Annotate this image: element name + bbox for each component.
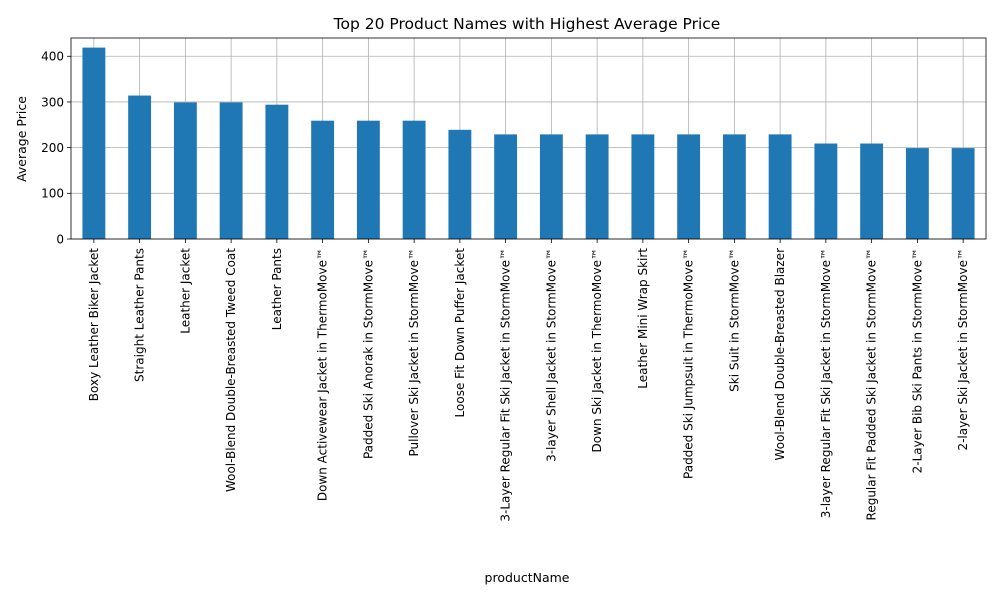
x-tick-label: Regular Fit Padded Ski Jacket in StormMo… — [865, 248, 879, 520]
bar — [768, 134, 792, 239]
x-tick-label: 3-Layer Regular Fit Ski Jacket in StormM… — [499, 248, 513, 522]
y-tick-label: 200 — [41, 141, 64, 155]
bar — [219, 102, 243, 239]
chart-title: Top 20 Product Names with Highest Averag… — [333, 15, 721, 33]
x-tick-label: 3-layer Shell Jacket in StormMove™ — [544, 248, 558, 462]
bar — [311, 120, 335, 239]
x-tick-label: Padded Ski Jumpsuit in ThermoMove™ — [682, 248, 696, 479]
bar — [677, 134, 701, 239]
bars-layer — [82, 47, 975, 240]
bar — [585, 134, 609, 239]
x-tick-label: 3-layer Regular Fit Ski Jacket in StormM… — [819, 248, 833, 518]
y-tick-label: 300 — [41, 95, 64, 109]
bar — [539, 134, 563, 239]
x-tick-label: Leather Jacket — [178, 248, 192, 334]
x-tick-label: 2-layer Ski Jacket in StormMove™ — [956, 248, 970, 451]
bar — [265, 104, 289, 239]
x-axis-label: productName — [485, 570, 570, 585]
bar — [814, 143, 838, 239]
x-tick-label: Down Activewear Jacket in ThermoMove™ — [316, 248, 330, 501]
x-tick-label: Padded Ski Anorak in StormMove™ — [361, 248, 375, 459]
bar — [494, 134, 518, 239]
plot-frame — [70, 37, 987, 240]
x-tick-label: Wool-Blend Double-Breasted Tweed Coat — [224, 248, 238, 492]
x-tick-label: Ski Suit in StormMove™ — [727, 248, 741, 392]
bar — [82, 47, 106, 239]
x-tick-label: Wool-Blend Double-Breasted Blazer — [773, 248, 787, 461]
bar — [356, 120, 380, 239]
bar — [722, 134, 746, 239]
x-tick-label: Pullover Ski Jacket in StormMove™ — [407, 248, 421, 457]
grid-layer — [71, 38, 986, 240]
y-tick-label: 0 — [56, 232, 64, 246]
y-tick-label: 100 — [41, 187, 64, 201]
y-tick-label: 400 — [41, 50, 64, 64]
x-ticks: Boxy Leather Biker Jacket Straight Leathe… — [87, 239, 970, 522]
x-tick-label: Leather Mini Wrap Skirt — [636, 248, 650, 389]
y-ticks: 0 100 200 300 400 — [41, 50, 71, 246]
bar — [631, 134, 655, 239]
x-tick-label: 2-Layer Bib Ski Pants in StormMove™ — [910, 248, 924, 473]
x-tick-label: Leather Pants — [270, 248, 284, 330]
x-tick-label: Straight Leather Pants — [133, 248, 147, 382]
x-tick-label: Loose Fit Down Puffer Jacket — [453, 248, 467, 418]
bar — [173, 102, 197, 239]
x-tick-label: Down Ski Jacket in ThermoMove™ — [590, 248, 604, 452]
bar — [905, 148, 929, 239]
x-tick-label: Boxy Leather Biker Jacket — [87, 248, 101, 401]
y-axis-label: Average Price — [14, 96, 29, 182]
bar — [860, 143, 884, 239]
bar — [128, 95, 152, 240]
bar — [951, 148, 975, 239]
bar — [402, 120, 426, 239]
bar — [448, 129, 472, 239]
